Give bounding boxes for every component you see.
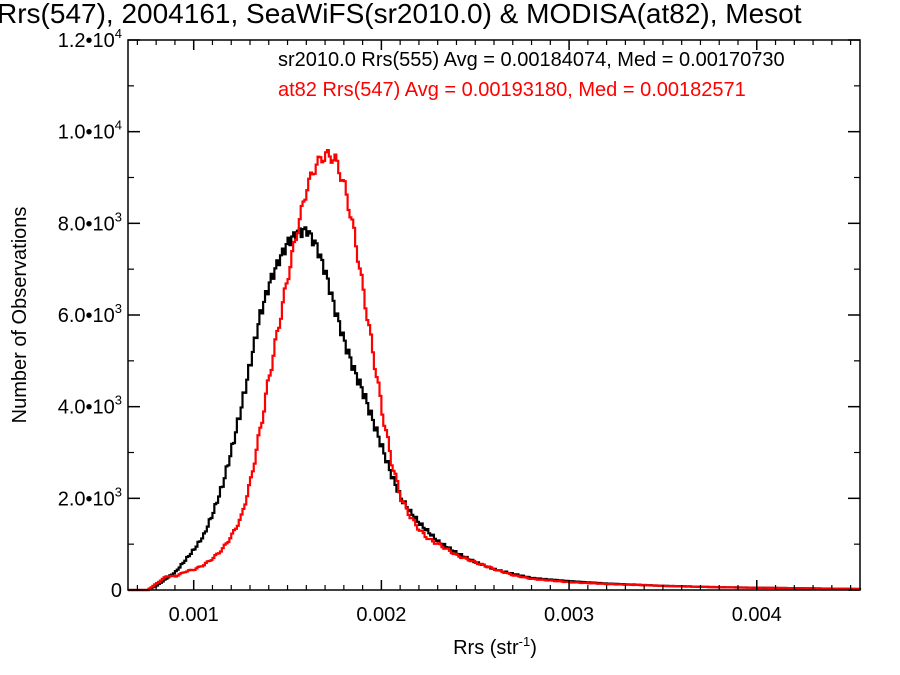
y-tick-label: 6.0•103 [58,301,122,327]
y-tick-label: 1.2•104 [58,26,122,52]
x-tick-label: 0.002 [356,604,406,626]
y-tick-label: 4.0•103 [58,393,122,419]
chart-title: Rrs(547), 2004161, SeaWiFS(sr2010.0) & M… [0,0,802,29]
series-1-histogram [128,226,862,592]
axis-layer: 0.001 0.002 0.003 0.004 0 2.0•103 4.0•103 6.0•1… [58,26,860,626]
y-tick-label: 2.0•103 [58,484,122,510]
series-layer [128,149,862,592]
y-axis-label: Number of Observations [9,207,31,424]
y-tick-label: 0 [111,580,122,602]
x-axis-label: Rrs (str-1) [453,634,537,659]
x-tick-label: 0.003 [544,604,594,626]
x-tick-label: 0.004 [732,604,782,626]
y-tick-label: 1.0•104 [58,118,122,144]
series-2-histogram [128,149,862,592]
legend-entry-red: at82 Rrs(547) Avg = 0.00193180, Med = 0.… [278,79,746,101]
y-tick-label: 8.0•103 [58,209,122,235]
plot-frame [127,39,861,591]
x-tick-label: 0.001 [169,604,219,626]
legend-entry-black: sr2010.0 Rrs(555) Avg = 0.00184074, Med … [278,49,785,71]
